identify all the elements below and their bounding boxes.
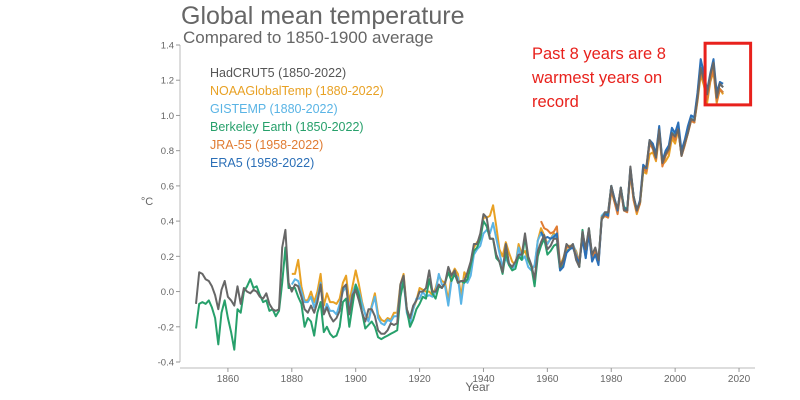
x-tick-label: 1980 bbox=[600, 374, 623, 385]
legend-entry: GISTEMP (1880-2022) bbox=[210, 102, 338, 116]
legend-entry: HadCRUT5 (1850-2022) bbox=[210, 66, 347, 80]
y-tick-label: 0.8 bbox=[161, 146, 174, 157]
legend-entry: NOAAGlobalTemp (1880-2022) bbox=[210, 84, 384, 98]
chart-subtitle: Compared to 1850-1900 average bbox=[183, 28, 434, 47]
annotation-text: Past 8 years are 8 warmest years on reco… bbox=[532, 45, 666, 111]
axes: -0.4 -0.2 0.0 0.2 0.4 0.6 0.8 1.0 1.2 1.4 1860 1880… bbox=[141, 41, 755, 394]
x-tick-label: 1860 bbox=[217, 374, 240, 385]
legend-entry: Berkeley Earth (1850-2022) bbox=[210, 120, 364, 134]
x-tick-label: 1960 bbox=[536, 374, 559, 385]
legend-entry: JRA-55 (1958-2022) bbox=[210, 138, 324, 152]
legend: HadCRUT5 (1850-2022) NOAAGlobalTemp (1880… bbox=[210, 64, 384, 172]
legend-entry: ERA5 (1958-2022) bbox=[210, 156, 315, 170]
y-tick-label: 0.2 bbox=[161, 252, 174, 263]
x-tick-label: 1880 bbox=[281, 374, 304, 385]
y-tick-label: 1.0 bbox=[161, 111, 174, 122]
y-tick-label: 1.4 bbox=[161, 41, 174, 52]
x-tick-label: 2000 bbox=[664, 374, 687, 385]
y-tick-label: -0.2 bbox=[158, 322, 174, 333]
x-tick-label: 1940 bbox=[472, 374, 495, 385]
y-tick-label: 1.2 bbox=[161, 76, 174, 87]
y-axis-label: °C bbox=[141, 196, 153, 208]
y-tick-label: 0.6 bbox=[161, 181, 174, 192]
x-axis-label: Year bbox=[465, 380, 489, 394]
chart-title: Global mean temperature bbox=[181, 2, 465, 30]
y-tick-label: 0.0 bbox=[161, 287, 174, 298]
y-tick-label: 0.4 bbox=[161, 217, 174, 228]
x-tick-label: 2020 bbox=[728, 374, 751, 385]
x-tick-label: 1920 bbox=[408, 374, 431, 385]
x-tick-label: 1900 bbox=[345, 374, 368, 385]
highlight-rectangle bbox=[703, 41, 753, 107]
series-lines bbox=[195, 58, 724, 351]
annotation-box bbox=[703, 41, 753, 107]
y-tick-label: -0.4 bbox=[158, 358, 174, 369]
series-line-hadcrut5 bbox=[195, 61, 724, 335]
